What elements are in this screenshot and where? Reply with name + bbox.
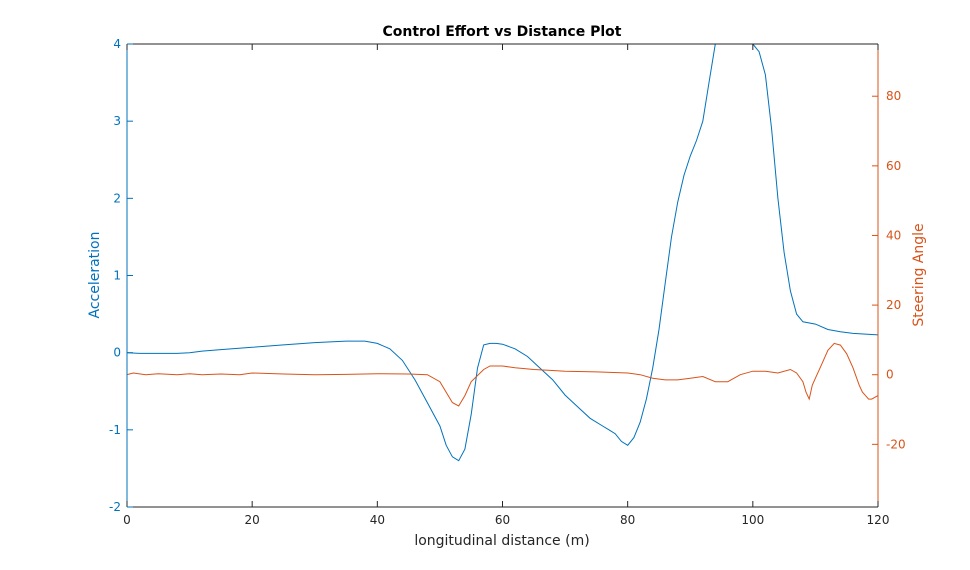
x-tick-label: 120	[867, 513, 890, 527]
x-tick-label: 80	[620, 513, 635, 527]
y-tick-label-left: -1	[109, 423, 121, 437]
y-tick-label-right: 0	[886, 368, 894, 382]
series-line-steering-angle	[127, 342, 878, 407]
y-tick-label-right: 60	[886, 159, 901, 173]
y-tick-label-right: 20	[886, 298, 901, 312]
y-tick-label-left: 2	[113, 191, 121, 205]
series-line-acceleration	[127, 44, 878, 462]
y-tick-label-right: -20	[886, 437, 906, 451]
y-axis-label-left: Acceleration	[87, 232, 103, 319]
y-tick-label-left: 3	[113, 114, 121, 128]
x-tick-label: 100	[741, 513, 764, 527]
y-tick-label-left: 4	[113, 37, 121, 51]
x-tick-label: 20	[245, 513, 260, 527]
x-tick-label: 0	[123, 513, 131, 527]
y-tick-label-right: 80	[886, 89, 901, 103]
y-tick-label-right: 40	[886, 228, 901, 242]
chart-title: Control Effort vs Distance Plot	[383, 24, 622, 40]
y-tick-label-left: 0	[113, 346, 121, 360]
y-axis-label-right: Steering Angle	[911, 223, 927, 326]
x-tick-label: 60	[495, 513, 510, 527]
y-tick-label-left: -2	[109, 500, 121, 514]
x-tick-label: 40	[370, 513, 385, 527]
y-tick-label-left: 1	[113, 269, 121, 283]
x-axis-label: longitudinal distance (m)	[414, 533, 589, 549]
